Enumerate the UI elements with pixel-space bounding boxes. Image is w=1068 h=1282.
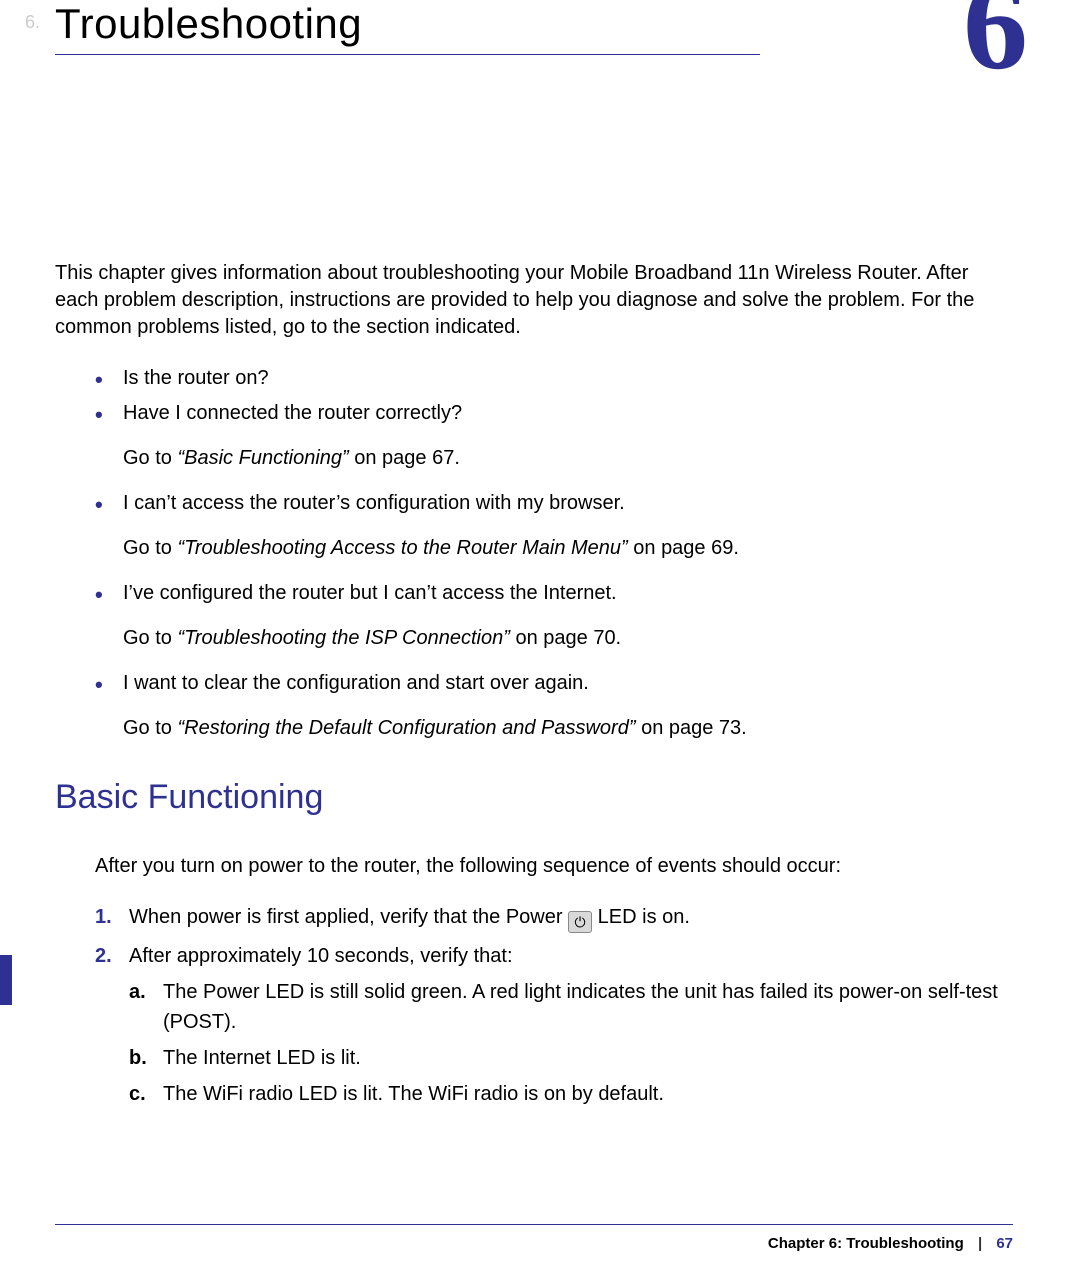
step-item: 1. When power is first applied, verify t… xyxy=(95,902,998,933)
problem-list: Is the router on? Have I connected the r… xyxy=(55,365,998,742)
list-item: Have I connected the router correctly? G… xyxy=(95,400,998,472)
sidebar-tab xyxy=(0,955,12,1005)
list-item: I’ve configured the router but I can’t a… xyxy=(95,580,998,652)
goto-link[interactable]: “Troubleshooting the ISP Connection” xyxy=(177,627,509,649)
goto-prefix: Go to xyxy=(123,717,177,739)
substep-item: b. The Internet LED is lit. xyxy=(129,1043,998,1073)
list-item-text: Is the router on? xyxy=(123,367,269,389)
goto-suffix: on page 73. xyxy=(636,717,747,739)
substep-letter: c. xyxy=(129,1079,146,1109)
footer-separator: | xyxy=(978,1235,982,1252)
footer-label: Chapter 6: Troubleshooting xyxy=(768,1235,964,1252)
page-footer: Chapter 6: Troubleshooting | 67 xyxy=(55,1224,1013,1252)
step-number: 1. xyxy=(95,902,112,932)
page-number: 67 xyxy=(996,1235,1013,1252)
footer-text: Chapter 6: Troubleshooting | 67 xyxy=(55,1235,1013,1252)
power-glyph: ⏻ xyxy=(575,914,586,930)
chapter-prefix: 6. xyxy=(25,12,40,33)
chapter-number: 6 xyxy=(963,0,1028,90)
chapter-header: 6. Troubleshooting 6 xyxy=(55,0,1013,60)
list-item: I want to clear the configuration and st… xyxy=(95,670,998,742)
goto-link[interactable]: “Restoring the Default Configuration and… xyxy=(177,717,635,739)
chapter-title: Troubleshooting xyxy=(55,0,1013,48)
substep-letter: a. xyxy=(129,977,146,1007)
section-intro: After you turn on power to the router, t… xyxy=(55,853,998,880)
step-text-before: When power is first applied, verify that… xyxy=(129,906,568,928)
list-item-goto: Go to “Troubleshooting the ISP Connectio… xyxy=(123,625,998,652)
step-text: After approximately 10 seconds, verify t… xyxy=(129,945,513,967)
list-item-goto: Go to “Troubleshooting Access to the Rou… xyxy=(123,535,998,562)
substeps: a. The Power LED is still solid green. A… xyxy=(129,977,998,1109)
goto-link[interactable]: “Basic Functioning” xyxy=(177,447,348,469)
list-item-text: I can’t access the router’s configuratio… xyxy=(123,492,625,514)
power-icon: ⏻ xyxy=(568,911,592,933)
list-item-text: I want to clear the configuration and st… xyxy=(123,672,589,694)
list-item-goto: Go to “Basic Functioning” on page 67. xyxy=(123,445,998,472)
goto-suffix: on page 69. xyxy=(628,537,739,559)
step-number: 2. xyxy=(95,941,112,971)
substep-text: The Internet LED is lit. xyxy=(163,1047,361,1069)
step-item: 2. After approximately 10 seconds, verif… xyxy=(95,941,998,1109)
substep-text: The Power LED is still solid green. A re… xyxy=(163,981,998,1033)
section-heading: Basic Functioning xyxy=(55,778,998,817)
footer-rule xyxy=(55,1224,1013,1225)
list-item-text: I’ve configured the router but I can’t a… xyxy=(123,582,617,604)
title-rule xyxy=(55,54,760,55)
substep-item: a. The Power LED is still solid green. A… xyxy=(129,977,998,1037)
list-item-goto: Go to “Restoring the Default Configurati… xyxy=(123,715,998,742)
goto-suffix: on page 70. xyxy=(510,627,621,649)
content: This chapter gives information about tro… xyxy=(55,260,1013,1109)
goto-suffix: on page 67. xyxy=(349,447,460,469)
intro-paragraph: This chapter gives information about tro… xyxy=(55,260,998,341)
list-item: I can’t access the router’s configuratio… xyxy=(95,490,998,562)
substep-text: The WiFi radio LED is lit. The WiFi radi… xyxy=(163,1083,664,1105)
page: 6. Troubleshooting 6 This chapter gives … xyxy=(0,0,1068,1282)
numbered-steps: 1. When power is first applied, verify t… xyxy=(55,902,998,1109)
goto-prefix: Go to xyxy=(123,537,177,559)
step-text-after: LED is on. xyxy=(598,906,690,928)
substep-item: c. The WiFi radio LED is lit. The WiFi r… xyxy=(129,1079,998,1109)
goto-prefix: Go to xyxy=(123,627,177,649)
list-item-text: Have I connected the router correctly? xyxy=(123,402,462,424)
list-item: Is the router on? xyxy=(95,365,998,392)
goto-prefix: Go to xyxy=(123,447,177,469)
substep-letter: b. xyxy=(129,1043,147,1073)
goto-link[interactable]: “Troubleshooting Access to the Router Ma… xyxy=(177,537,627,559)
